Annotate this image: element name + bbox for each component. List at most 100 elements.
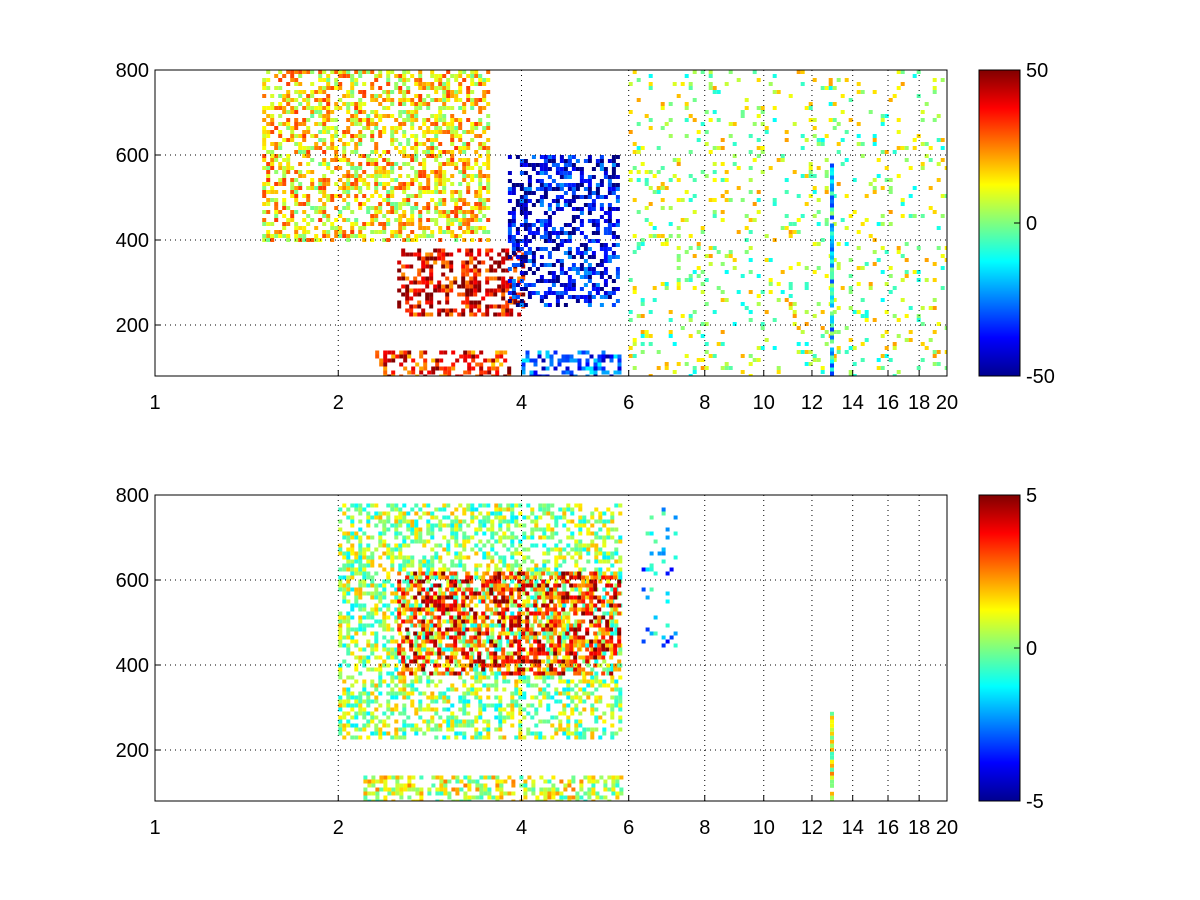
heatmap-cell — [808, 194, 813, 198]
heatmap-cell — [618, 575, 623, 580]
heatmap-cell — [402, 503, 407, 508]
heatmap-cell — [603, 295, 608, 299]
heatmap-cell — [282, 110, 287, 114]
heatmap-cell — [501, 284, 506, 289]
heatmap-cell — [483, 358, 488, 363]
heatmap-cell — [676, 178, 681, 182]
y-tick-label: 800 — [116, 60, 149, 82]
heatmap-cell — [562, 587, 567, 592]
heatmap-cell — [606, 555, 611, 560]
heatmap-cell — [354, 503, 359, 508]
heatmap-cell — [278, 162, 283, 166]
heatmap-cell — [543, 167, 548, 171]
heatmap-cell — [442, 182, 447, 186]
heatmap-cell — [326, 78, 331, 82]
heatmap-cell — [558, 515, 563, 520]
heatmap-cell — [830, 175, 834, 180]
heatmap-cell — [419, 354, 424, 359]
heatmap-cell — [330, 158, 335, 162]
heatmap-cell — [932, 278, 937, 282]
heatmap-cell — [425, 300, 430, 305]
heatmap-cell — [684, 362, 689, 366]
heatmap-cell — [386, 707, 391, 712]
heatmap-cell — [772, 118, 777, 122]
heatmap-cell — [652, 298, 657, 302]
heatmap-cell — [474, 567, 479, 572]
heatmap-cell — [582, 523, 587, 528]
heatmap-cell — [382, 579, 387, 584]
heatmap-cell — [575, 247, 580, 251]
heatmap-cell — [450, 198, 455, 202]
heatmap-cell — [450, 122, 455, 126]
heatmap-cell — [493, 312, 498, 317]
heatmap-cell — [386, 519, 391, 524]
heatmap-cell — [610, 535, 615, 540]
heatmap-cell — [768, 282, 773, 286]
heatmap-cell — [362, 82, 367, 86]
heatmap-cell — [644, 334, 649, 338]
heatmap-cell — [442, 691, 447, 696]
heatmap-cell — [490, 523, 495, 528]
heatmap-cell — [534, 579, 539, 584]
heatmap-cell — [442, 647, 447, 652]
heatmap-cell — [486, 154, 491, 158]
heatmap-cell — [543, 187, 548, 191]
heatmap-cell — [470, 238, 475, 242]
heatmap-cell — [390, 178, 395, 182]
heatmap-cell — [449, 312, 454, 317]
heatmap-cell — [506, 679, 511, 684]
heatmap-cell — [611, 171, 616, 175]
heatmap-cell — [266, 178, 271, 182]
heatmap-cell — [366, 162, 371, 166]
heatmap-cell — [486, 567, 491, 572]
heatmap-cell — [461, 292, 466, 297]
heatmap-cell — [383, 354, 388, 359]
heatmap-cell — [346, 563, 351, 568]
heatmap-cell — [732, 122, 737, 126]
heatmap-cell — [482, 639, 487, 644]
heatmap-cell — [668, 318, 673, 322]
heatmap-cell — [478, 563, 483, 568]
heatmap-cell — [465, 296, 470, 301]
heatmap-cell — [610, 643, 615, 648]
heatmap-cell — [406, 571, 411, 576]
heatmap-cell — [594, 687, 599, 692]
heatmap-cell — [836, 266, 841, 270]
heatmap-cell — [716, 286, 721, 290]
heatmap-cell — [274, 234, 279, 238]
heatmap-cell — [330, 226, 335, 230]
heatmap-cell — [521, 292, 526, 297]
heatmap-cell — [594, 659, 599, 664]
heatmap-cell — [462, 679, 467, 684]
heatmap-cell — [680, 326, 685, 330]
heatmap-cell — [615, 187, 620, 191]
heatmap-cell — [402, 599, 407, 604]
heatmap-cell — [594, 619, 599, 624]
heatmap-cell — [550, 659, 555, 664]
heatmap-cell — [370, 94, 375, 98]
heatmap-cell — [318, 206, 323, 210]
heatmap-cell — [527, 187, 532, 191]
heatmap-cell — [582, 679, 587, 684]
heatmap-cell — [462, 210, 467, 214]
heatmap-cell — [830, 363, 834, 368]
heatmap-cell — [603, 175, 608, 179]
heatmap-cell — [338, 547, 343, 552]
heatmap-cell — [382, 166, 387, 170]
heatmap-cell — [602, 535, 607, 540]
heatmap-cell — [648, 170, 653, 174]
heatmap-cell — [462, 70, 467, 74]
heatmap-cell — [338, 579, 343, 584]
heatmap-cell — [346, 551, 351, 556]
heatmap-cell — [429, 252, 434, 257]
heatmap-cell — [414, 575, 419, 580]
heatmap-cell — [575, 187, 580, 191]
heatmap-cell — [501, 304, 506, 309]
heatmap-cell — [555, 187, 560, 191]
heatmap-cells — [262, 70, 947, 376]
heatmap-cell — [527, 295, 532, 299]
heatmap-cell — [362, 182, 367, 186]
heatmap-cell — [282, 226, 287, 230]
heatmap-cell — [566, 527, 571, 532]
heatmap-cell — [558, 507, 563, 512]
